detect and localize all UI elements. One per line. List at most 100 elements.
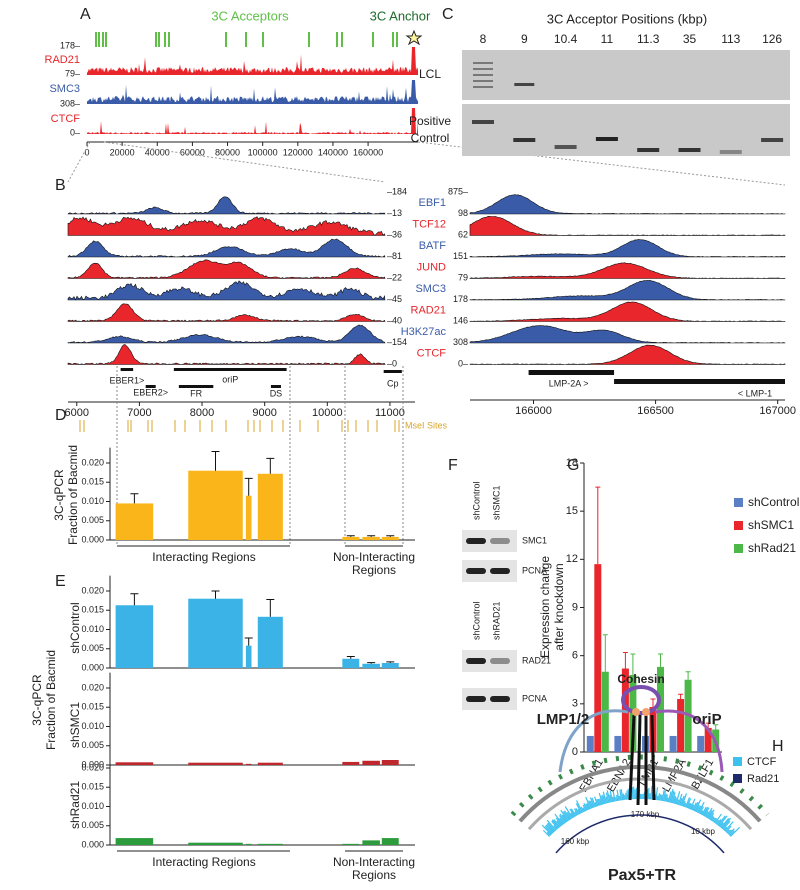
blot-image [462, 530, 517, 552]
bar [257, 843, 283, 845]
bar [586, 735, 594, 752]
track-scale-label: 98 [458, 208, 468, 218]
bar [381, 662, 399, 668]
track-scale-label: 308 [453, 337, 468, 347]
gel-band [719, 150, 742, 154]
blot-band [490, 696, 510, 702]
signal-track [67, 238, 386, 258]
bar [257, 762, 283, 765]
x-tick-label: 6000 [65, 407, 89, 419]
acceptor-site [392, 32, 394, 47]
acceptors-label: 3C Acceptors [211, 8, 289, 23]
acceptor-site [225, 32, 227, 47]
lane-label: shSMC1 [491, 485, 501, 520]
acceptor-site [164, 32, 166, 47]
gel-band [473, 68, 493, 70]
msei-label: MseI Sites [405, 420, 448, 430]
track-scale-label: –36 [387, 229, 402, 239]
blot-band [490, 658, 510, 664]
gel-image [462, 104, 790, 156]
gel-band [473, 74, 493, 76]
bar [657, 666, 664, 752]
lane-label: 11.3 [637, 32, 660, 46]
y-tick-label: 0 [572, 746, 578, 758]
gel-band [473, 80, 493, 82]
track-name: JUND [417, 261, 446, 273]
bar [342, 761, 360, 765]
zoom-connector [103, 141, 386, 183]
y-axis-label: after knockdown [552, 563, 566, 650]
blot-band [490, 568, 510, 574]
acceptor-site [105, 32, 107, 47]
x-tick-label: 166000 [515, 405, 552, 417]
bar [677, 699, 685, 752]
gel-band [514, 83, 535, 86]
gel-band [637, 148, 660, 152]
diagram-label: Pax5+TR [608, 867, 676, 884]
bar [342, 843, 360, 845]
bar [362, 536, 380, 540]
track-scale-label: 308– [60, 98, 80, 108]
track-scale-label: –40 [387, 315, 402, 325]
lane-label: shControl [471, 481, 481, 520]
track-name: SMC3 [415, 283, 446, 295]
ctcf-signal [541, 785, 740, 837]
track-name: BATF [419, 240, 447, 252]
blot-band [466, 568, 486, 574]
group-label: Regions [352, 868, 396, 882]
cohesin-ring [621, 685, 661, 715]
gel-band [473, 62, 493, 64]
track-scale-label: –22 [387, 272, 402, 282]
lane-label: shControl [471, 601, 481, 640]
y-tick-label: 0.005 [81, 515, 104, 525]
blot-image [462, 560, 517, 582]
feature-bar [383, 370, 402, 373]
bar [188, 842, 243, 845]
panel-letter: H [772, 738, 784, 755]
signal-track [469, 301, 786, 322]
y-tick-label: 0.010 [81, 496, 104, 506]
gel-band [595, 137, 618, 141]
anchor-star [405, 29, 423, 46]
blot-row-label: PCNA [522, 565, 547, 575]
track-scale-label: –0 [387, 358, 397, 368]
track-name: RAD21 [45, 54, 80, 66]
lane-label: 9 [521, 32, 528, 46]
bar [188, 762, 243, 765]
blot-row-label: PCNA [522, 693, 547, 703]
acceptor-site [396, 32, 398, 47]
signal-track [469, 216, 786, 236]
gel-image [462, 50, 790, 100]
signal-track [67, 280, 386, 301]
error-bar [595, 486, 601, 565]
track-scale-label: –13 [387, 208, 402, 218]
rad21-signal [555, 814, 725, 854]
signal-track [67, 259, 386, 279]
gel-title: 3C Acceptor Positions (kbp) [547, 11, 707, 26]
signal-track [67, 344, 386, 365]
bar [381, 838, 399, 845]
legend-label: CTCF [747, 756, 777, 768]
x-tick-label: 40000 [145, 147, 170, 157]
panel-letter: G [567, 457, 579, 474]
signal-track [87, 80, 418, 104]
bar [362, 663, 380, 668]
signal-track [469, 262, 786, 279]
error-bar [386, 535, 395, 537]
legend-swatch [733, 757, 742, 766]
error-bar [630, 653, 636, 675]
error-bar [658, 653, 663, 667]
acceptor-site [158, 32, 160, 47]
track-scale-label: –45 [387, 294, 402, 304]
diagram-label: Cohesin [617, 672, 664, 686]
acceptor-site [102, 32, 104, 47]
track-name: H3K27ac [401, 326, 447, 338]
bar [342, 536, 360, 540]
x-tick-label: 8000 [190, 407, 214, 419]
panel-letter: F [448, 457, 458, 474]
acceptor-site [95, 32, 97, 47]
y-axis-label: 3C-qPCR [52, 469, 66, 521]
error-bar [713, 724, 719, 730]
scale-label: 10 kbp [691, 827, 716, 836]
